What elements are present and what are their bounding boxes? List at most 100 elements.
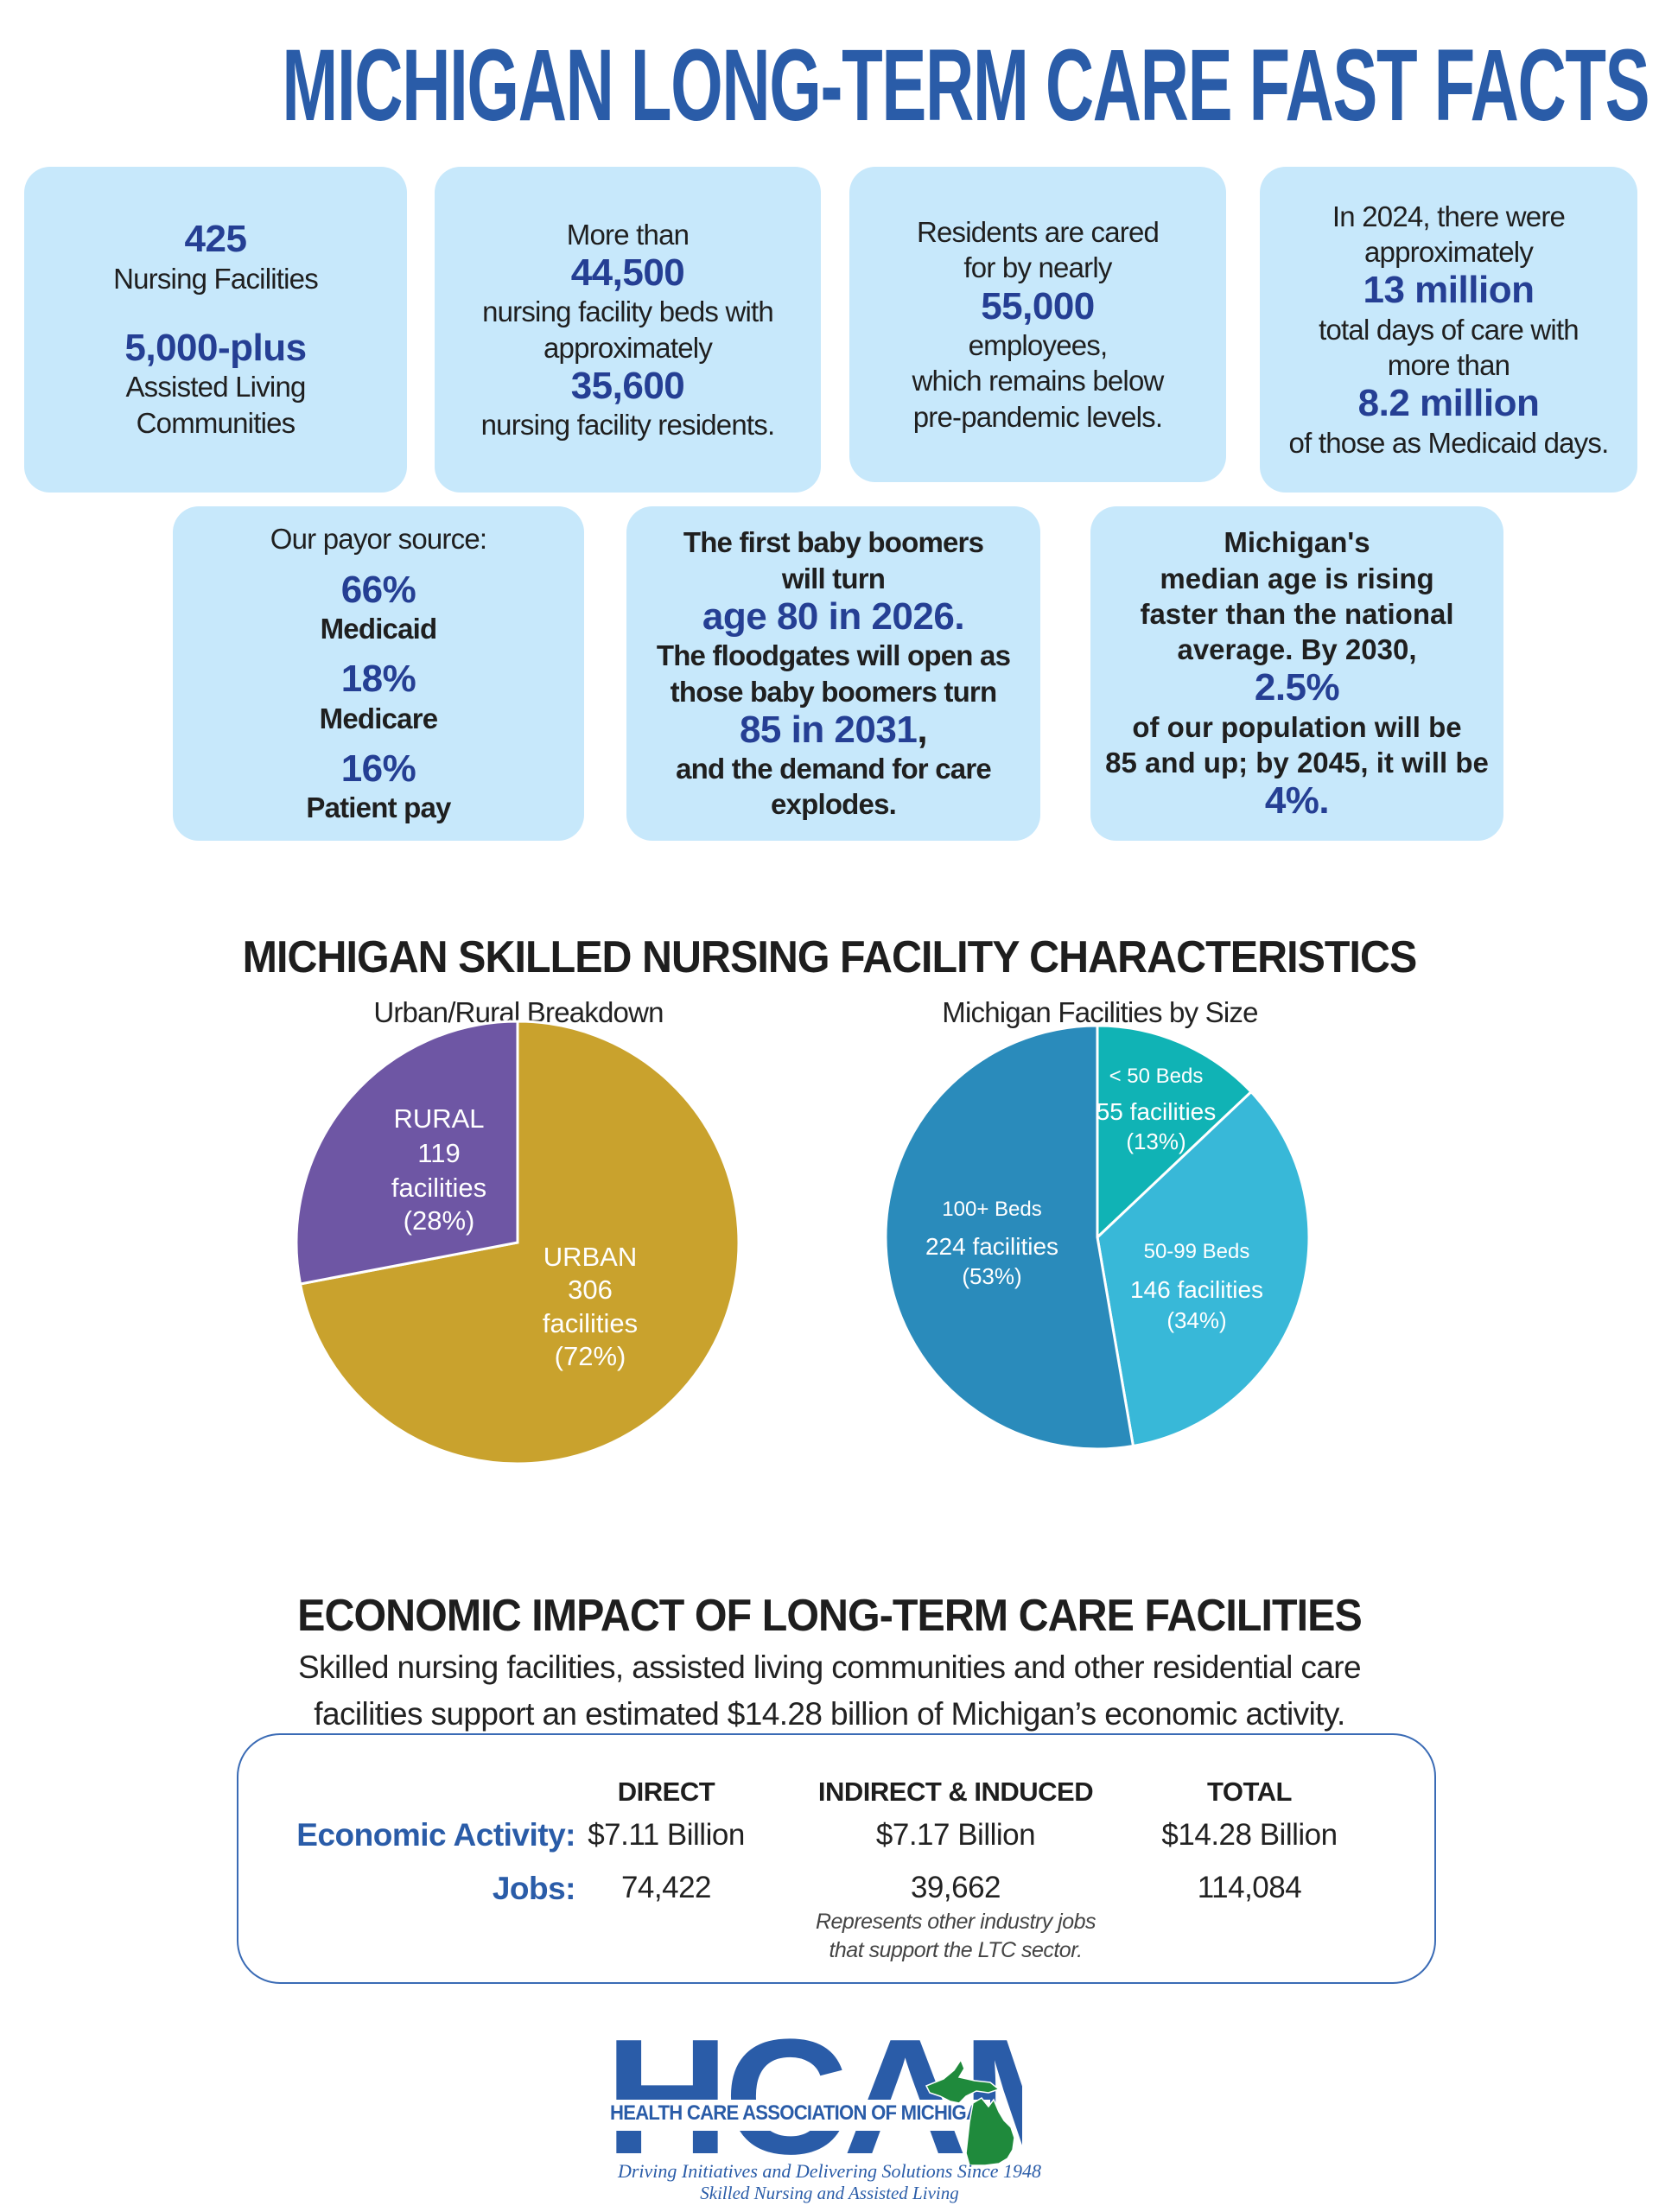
stat-employees: 55,000: [981, 284, 1095, 327]
value-total-activity: $14.28 Billion: [1161, 1818, 1338, 1852]
text-line: approximately: [1363, 236, 1534, 269]
b100-label-name: 100+ Beds: [942, 1198, 1041, 1221]
label-communities: Communities: [136, 406, 296, 439]
stat-medicaid-days: 8.2 million: [1357, 382, 1540, 425]
lt50-label-name: < 50 Beds: [1109, 1065, 1204, 1088]
fact-box-payor-source: Our payor source: 66% Medicaid 18% Medic…: [173, 506, 584, 841]
pie-chart-urban-rural: RURAL 119 facilities (28%) URBAN 306 fac…: [295, 1020, 741, 1465]
urban-label-name: URBAN: [543, 1242, 638, 1272]
row-label-economic-activity: Economic Activity:: [296, 1817, 575, 1853]
col-header-direct: DIRECT: [617, 1777, 715, 1807]
text-line: will turn: [781, 562, 886, 594]
text-line: More than: [566, 218, 690, 251]
fact-box-beds: More than 44,500 nursing facility beds w…: [435, 167, 821, 493]
stat-age-80: age 80 in 2026.: [702, 594, 965, 638]
text-line: of those as Medicaid days.: [1288, 426, 1610, 459]
logo-tagline: Driving Initiatives and Delivering Solut…: [617, 2160, 1042, 2182]
stat-beds: 44,500: [570, 251, 685, 294]
col-header-total: TOTAL: [1207, 1777, 1292, 1807]
b5099-label-count: 146 facilities: [1130, 1276, 1263, 1303]
fact-box-employees: Residents are cared for by nearly 55,000…: [849, 167, 1226, 482]
text-line: for by nearly: [963, 251, 1112, 284]
stat-total-days: 13 million: [1363, 269, 1535, 312]
row-label-jobs: Jobs:: [492, 1871, 576, 1906]
fact-box-facilities: 425 Nursing Facilities 5,000-plus Assist…: [24, 167, 407, 493]
label-nursing-facilities: Nursing Facilities: [113, 262, 319, 295]
payor-heading: Our payor source:: [270, 523, 487, 556]
logo-org-name: HEALTH CARE ASSOCIATION OF MICHIGAN: [610, 2101, 993, 2125]
pie-slice-urban: [298, 1020, 741, 1465]
economic-description: Skilled nursing facilities, assisted liv…: [298, 1649, 1362, 1732]
stat-age-85: 85 in 2031,: [739, 708, 928, 751]
text-line: which remains below: [912, 365, 1164, 397]
col-header-indirect: INDIRECT & INDUCED: [817, 1777, 1094, 1807]
fact-box-median-age: Michigan's median age is rising faster t…: [1090, 506, 1503, 841]
rural-label-pct: (28%): [404, 1205, 475, 1236]
economic-impact-table: DIRECT INDIRECT & INDUCED TOTAL Economic…: [237, 1733, 1436, 1984]
pie-slice-100-beds: [884, 1024, 1135, 1451]
text-line: 85 and up; by 2045, it will be: [1105, 747, 1489, 779]
value-direct-activity: $7.11 Billion: [588, 1818, 745, 1852]
text-line: In 2024, there were: [1332, 200, 1566, 232]
text-line: The first baby boomers: [683, 526, 984, 559]
fact-box-baby-boomers: The first baby boomers will turn age 80 …: [626, 506, 1040, 841]
pie-chart-facility-size: < 50 Beds 55 facilities (13%) 50-99 Beds…: [884, 1024, 1311, 1451]
text-line: and the demand for care: [676, 753, 992, 785]
text-line: faster than the national: [1140, 597, 1454, 630]
label-assisted-living: Assisted Living: [125, 371, 306, 404]
text-line: median age is rising: [1160, 562, 1434, 594]
value-total-jobs: 114,084: [1197, 1871, 1302, 1904]
text-line: average. By 2030,: [1177, 633, 1417, 666]
text-line: employees,: [968, 329, 1109, 362]
pie-size-title: Michigan Facilities by Size: [942, 996, 1258, 1028]
b100-label-count: 224 facilities: [925, 1233, 1058, 1260]
rural-label-unit: facilities: [391, 1173, 486, 1203]
urban-label-count: 306: [568, 1274, 613, 1305]
stat-assisted-living: 5,000-plus: [124, 326, 307, 369]
snf-section-title: MICHIGAN SKILLED NURSING FACILITY CHARAC…: [242, 932, 1418, 982]
page-title: MICHIGAN LONG-TERM CARE FAST FACTS: [282, 29, 1649, 143]
b100-label-pct: (53%): [962, 1263, 1021, 1289]
logo-subtagline: Skilled Nursing and Assisted Living: [700, 2183, 959, 2203]
urban-label-unit: facilities: [543, 1308, 638, 1338]
stat-2045-pct: 4%.: [1264, 779, 1330, 823]
text-line: those baby boomers turn: [670, 675, 997, 708]
text-line: approximately: [543, 331, 713, 364]
b5099-label-name: 50-99 Beds: [1144, 1240, 1250, 1263]
pie-slice-50-99-beds: [1096, 1090, 1311, 1448]
payor-label-medicare: Medicare: [319, 702, 438, 734]
lt50-label-count: 55 facilities: [1096, 1098, 1217, 1125]
stat-2030-pct: 2.5%: [1254, 666, 1340, 709]
urban-label-pct: (72%): [555, 1341, 626, 1371]
indirect-jobs-note: Represents other industry jobs that supp…: [815, 1910, 1096, 1962]
economic-section-title: ECONOMIC IMPACT OF LONG-TERM CARE FACILI…: [297, 1591, 1363, 1641]
text-line: total days of care with: [1319, 313, 1580, 346]
stat-residents: 35,600: [570, 364, 685, 407]
value-indirect-activity: $7.17 Billion: [875, 1818, 1036, 1852]
lt50-label-pct: (13%): [1126, 1128, 1185, 1154]
b5099-label-pct: (34%): [1166, 1307, 1226, 1333]
value-direct-jobs: 74,422: [620, 1871, 712, 1904]
stat-nursing-facilities: 425: [184, 218, 247, 261]
michigan-map-icon: [925, 2058, 1015, 2166]
text-line: nursing facility residents.: [480, 409, 776, 442]
text-line: The floodgates will open as: [656, 639, 1011, 672]
hcam-logo: HCAM HEALTH CARE ASSOCIATION OF MICHIGAN…: [605, 2032, 1071, 2205]
rural-label-count: 119: [417, 1138, 460, 1168]
payor-pct-patient-pay: 16%: [340, 747, 416, 790]
payor-label-patient-pay: Patient pay: [306, 791, 451, 824]
text-line: of our population will be: [1132, 710, 1462, 743]
payor-pct-medicaid: 66%: [340, 568, 416, 611]
pie-slice-rural: [295, 1020, 519, 1286]
text-line: explodes.: [770, 788, 897, 821]
value-indirect-jobs: 39,662: [910, 1871, 1001, 1904]
text-line: pre-pandemic levels.: [912, 400, 1163, 433]
text-line: more than: [1387, 349, 1510, 382]
payor-label-medicaid: Medicaid: [320, 613, 438, 645]
text-line: nursing facility beds with: [482, 296, 774, 328]
payor-pct-medicare: 18%: [340, 658, 416, 701]
text-line: Michigan's: [1224, 526, 1370, 559]
pie-slice-50-beds: [1096, 1024, 1254, 1241]
text-line: Residents are cared: [916, 216, 1160, 249]
rural-label-name: RURAL: [393, 1103, 484, 1134]
